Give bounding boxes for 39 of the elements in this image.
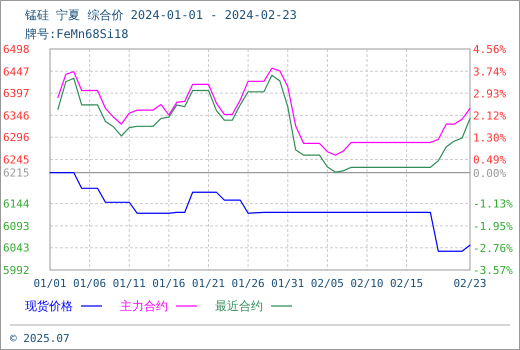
- y2-tick-label: 3.74%: [473, 65, 506, 78]
- y2-tick-label: 1.30%: [473, 132, 506, 145]
- x-tick-label: 01/16: [152, 277, 186, 290]
- y-tick-label: 6447: [3, 65, 30, 78]
- y-tick-label: 6498: [3, 43, 30, 56]
- x-tick-label: 02/05: [310, 277, 344, 290]
- x-tick-label: 02/10: [350, 277, 384, 290]
- y-tick-label: 6346: [3, 109, 30, 122]
- y2-tick-label: 2.93%: [473, 87, 506, 100]
- chart-subtitle: 牌号:FeMn68Si18: [25, 27, 128, 41]
- y2-tick-label: -2.76%: [473, 242, 514, 255]
- x-tick-label: 02/23: [453, 277, 487, 290]
- x-tick-label: 01/11: [112, 277, 146, 290]
- legend-label: 主力合约: [120, 299, 168, 313]
- y-tick-label: 6296: [3, 131, 30, 144]
- y2-tick-label: 2.12%: [473, 109, 506, 122]
- y-tick-label: 6397: [3, 87, 30, 100]
- y-tick-label: 6245: [3, 154, 30, 166]
- y2-tick-label: -1.95%: [473, 220, 514, 233]
- x-tick-label: 01/21: [192, 277, 226, 290]
- y2-tick-label: -1.13%: [473, 198, 514, 211]
- y-tick-label: 6144: [3, 198, 30, 211]
- x-tick-label: 02/15: [390, 277, 424, 290]
- y-tick-label: 6043: [3, 242, 30, 255]
- y2-tick-label: 0.00%: [473, 166, 506, 180]
- y-tick-label: 5992: [3, 264, 30, 277]
- chart-title: 锰硅 宁夏 综合价 2024-01-01 - 2024-02-23: [24, 8, 297, 22]
- legend-label: 最近合约: [215, 299, 263, 313]
- legend-label: 现货价格: [25, 299, 73, 313]
- y2-tick-label: 0.49%: [473, 154, 506, 167]
- x-tick-label: 01/06: [73, 277, 106, 290]
- text: © 2025.07: [10, 332, 70, 345]
- y2-tick-label: 4.56%: [473, 43, 506, 56]
- x-tick-label: 01/31: [271, 277, 304, 290]
- y-tick-label: 6093: [3, 220, 30, 233]
- y2-tick-label: -3.57%: [473, 264, 514, 277]
- y-tick-label: 6215: [3, 166, 30, 180]
- x-tick-label: 01/01: [33, 277, 67, 290]
- x-tick-label: 01/26: [232, 277, 265, 290]
